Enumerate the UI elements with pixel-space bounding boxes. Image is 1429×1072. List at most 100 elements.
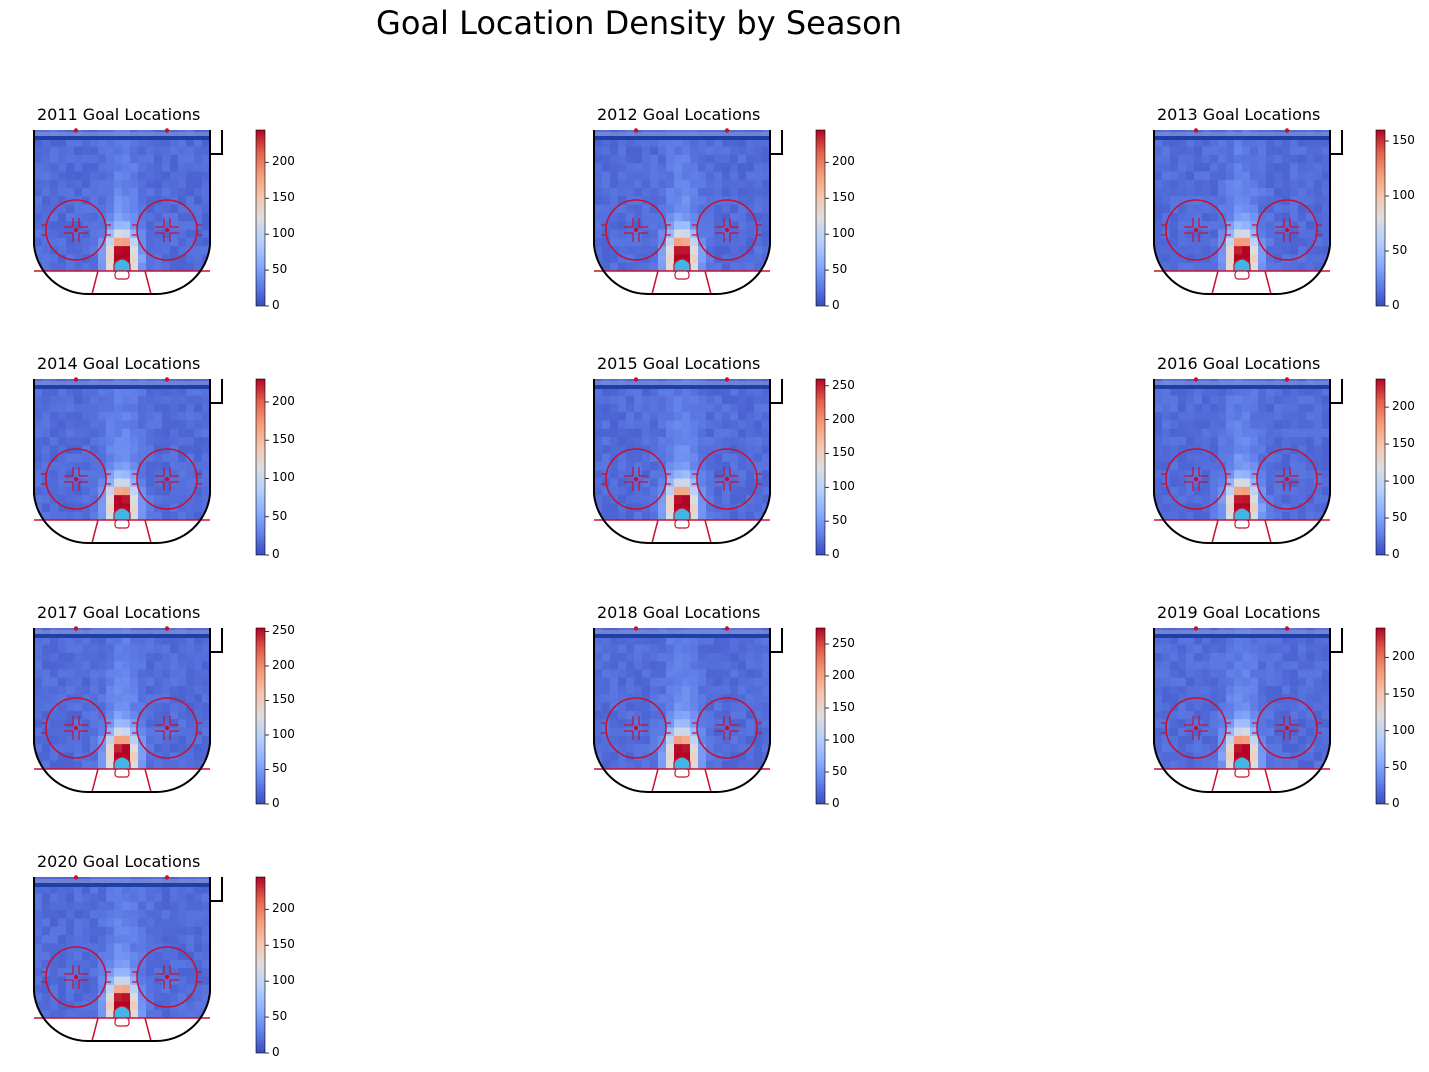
heatmap-cell — [1298, 154, 1307, 164]
heatmap-cell — [154, 744, 163, 753]
goal-crease — [1233, 258, 1251, 272]
heatmap-cell — [666, 677, 675, 687]
heatmap-cell — [650, 661, 659, 670]
blue-line-shadow — [594, 381, 770, 385]
faceoff-circle — [605, 199, 667, 261]
heatmap-cell — [66, 760, 75, 770]
faceoff-dot — [73, 725, 79, 731]
heatmap-cell — [1274, 511, 1283, 521]
heatmap-cell — [154, 652, 163, 662]
heatmap-cell — [146, 910, 155, 919]
heatmap-cell — [1210, 437, 1219, 446]
heatmap-cell — [58, 644, 67, 654]
heatmap-cell — [98, 395, 107, 405]
heatmap-cell — [714, 221, 723, 230]
heatmap-cell — [1178, 395, 1187, 405]
heatmap-cell — [1226, 661, 1235, 670]
heatmap-cell — [58, 511, 67, 521]
heatmap-cell — [1314, 254, 1323, 264]
heatmap-cell — [42, 254, 51, 264]
heatmap-cell — [130, 445, 139, 455]
heatmap-cell — [82, 1009, 91, 1019]
heatmap-cell — [98, 968, 107, 977]
heatmap-cell — [658, 511, 667, 521]
heatmap-cell — [666, 453, 675, 463]
heatmap-cell — [738, 163, 747, 172]
heatmap-cell — [90, 968, 99, 977]
heatmap-cell — [1218, 437, 1227, 446]
heatmap-cell — [1186, 470, 1195, 479]
heatmap-cell — [194, 959, 203, 969]
heatmap-cell — [1234, 686, 1243, 695]
heatmap-cell — [1186, 403, 1195, 413]
heatmap-cell — [1242, 495, 1251, 504]
heatmap-cell — [698, 453, 707, 463]
heatmap-cell — [1306, 669, 1315, 679]
heatmap-cell — [186, 702, 195, 712]
heatmap-cell — [1170, 146, 1179, 156]
heatmap-cell — [762, 735, 770, 745]
heatmap-cell — [1234, 171, 1243, 181]
heatmap-cell — [698, 652, 707, 662]
heatmap-cell — [1170, 403, 1179, 413]
heatmap-cell — [1314, 495, 1323, 504]
heatmap-cell — [626, 212, 635, 222]
heatmap-cell — [178, 943, 187, 953]
heatmap-cell — [66, 511, 75, 521]
heatmap-cell — [706, 188, 715, 197]
heatmap-cell — [1258, 710, 1267, 720]
heatmap-cell — [1314, 760, 1323, 770]
heatmap-cell — [1218, 511, 1227, 521]
heatmap-cell — [1274, 221, 1283, 230]
heatmap-cell — [74, 661, 83, 670]
heatmap-cell — [690, 395, 699, 405]
heatmap-cell — [1226, 437, 1235, 446]
heatmap-cell — [90, 702, 99, 712]
heatmap-cell — [706, 262, 715, 272]
heatmap-cell — [738, 727, 747, 737]
heatmap-cell — [106, 752, 115, 762]
heatmap-cell — [66, 993, 75, 1002]
heatmap-cell — [194, 661, 203, 670]
heatmap-cell — [34, 644, 43, 654]
heatmap-cell — [690, 669, 699, 679]
heatmap-cell — [1218, 719, 1227, 728]
heatmap-cell — [1298, 760, 1307, 770]
heatmap-cell — [130, 669, 139, 679]
heatmap-cell — [186, 237, 195, 247]
heatmap-cell — [74, 154, 83, 164]
heatmap-cell — [1202, 694, 1211, 704]
heatmap-cell — [42, 636, 51, 645]
heatmap-cell — [106, 254, 115, 264]
heatmap-cell — [738, 212, 747, 222]
heatmap-cell — [130, 710, 139, 720]
heatmap-cell — [642, 412, 651, 421]
heatmap-cell — [82, 727, 91, 737]
heatmap-cell — [114, 204, 123, 214]
heatmap-cell — [74, 171, 83, 181]
heatmap-cell — [90, 885, 99, 894]
heatmap-cell — [98, 461, 107, 471]
heatmap-cell — [1234, 652, 1243, 662]
heatmap-cell — [738, 686, 747, 695]
heatmap-cell — [1274, 710, 1283, 720]
heatmap-cell — [698, 486, 707, 496]
heatmap-cell — [74, 511, 83, 521]
heatmap-cell — [154, 221, 163, 230]
heatmap-cell — [1258, 503, 1267, 513]
heatmap-cell — [610, 229, 619, 239]
heatmap-cell — [610, 403, 619, 413]
colorbar-tick-label: 150 — [832, 700, 855, 714]
heatmap-cell — [618, 387, 627, 396]
heatmap-cell — [98, 760, 107, 770]
heatmap-cell — [1194, 669, 1203, 679]
heatmap-cell — [50, 196, 59, 206]
heatmap-cell — [1242, 652, 1251, 662]
heatmap-cell — [682, 146, 691, 156]
heatmap-cell — [722, 163, 731, 172]
heatmap-cell — [106, 1001, 115, 1011]
colorbar — [256, 130, 265, 306]
heatmap-cell — [1298, 412, 1307, 421]
heatmap-cell — [762, 171, 770, 181]
heatmap-cell — [130, 163, 139, 172]
